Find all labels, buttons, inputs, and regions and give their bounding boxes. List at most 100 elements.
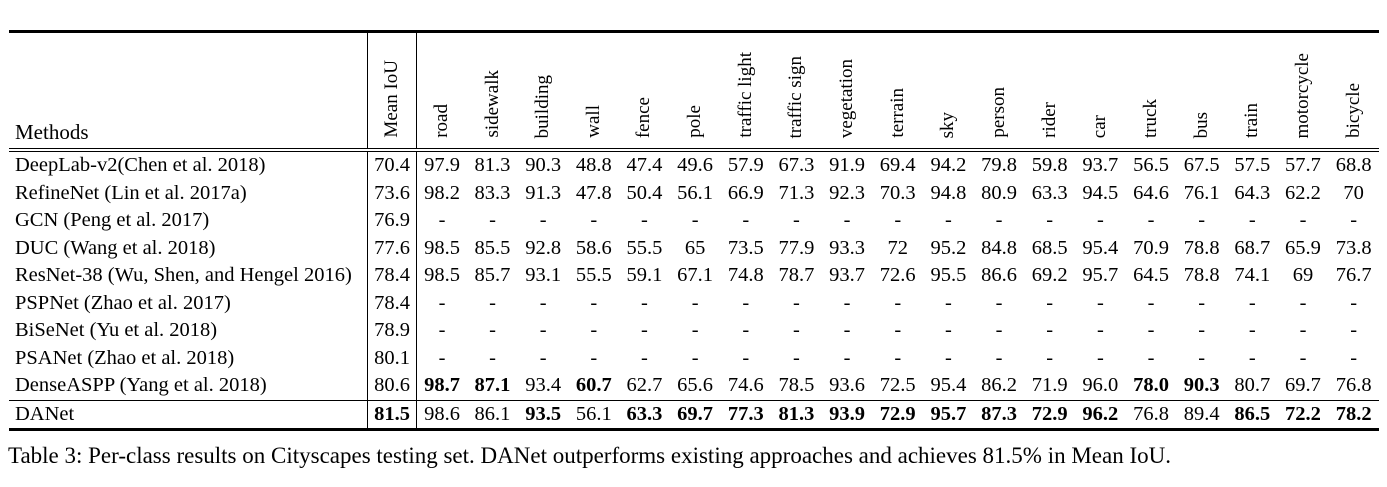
col-header-road: road: [417, 32, 468, 151]
cell-vegetation: -: [843, 346, 851, 369]
cell-vegetation: -: [843, 209, 851, 231]
cell-bus: 78.8: [1183, 264, 1220, 286]
cell-motorcycle: 69.7: [1285, 374, 1321, 396]
col-header-label: truck: [1140, 98, 1162, 138]
cell-motorcycle: -: [1299, 319, 1307, 341]
mean-iou-value: 73.6: [367, 179, 417, 207]
cell-person: 80.9: [981, 181, 1017, 204]
cell-bus: -: [1198, 291, 1206, 314]
method-name: RefineNet (Lin et al. 2017a): [15, 181, 247, 204]
cell-traffic-sign: 77.9: [778, 236, 815, 259]
cell-sidewalk: 81.3: [474, 154, 511, 176]
col-header-car: car: [1075, 32, 1126, 151]
col-header-person: person: [974, 32, 1025, 151]
cell-train: -: [1248, 346, 1256, 369]
mean-iou-value: 77.6: [367, 234, 417, 262]
col-header-building: building: [518, 32, 569, 151]
cell-rider: -: [1046, 209, 1054, 231]
cell-train: 68.7: [1234, 236, 1271, 259]
col-header-label: sky: [937, 111, 959, 138]
col-header-label: traffic light: [734, 52, 756, 138]
cell-road: 98.5: [424, 264, 461, 286]
cell-terrain: -: [894, 291, 902, 314]
method-name: BiSeNet (Yu et al. 2018): [15, 319, 218, 341]
cell-traffic-sign: -: [793, 209, 800, 231]
mean-iou-value: 78.4: [367, 289, 417, 317]
col-header-label: sidewalk: [481, 70, 503, 138]
cell-sky: 95.4: [930, 374, 967, 396]
table-caption: Table 3: Per-class results on Cityscapes…: [8, 443, 1171, 468]
cell-terrain: -: [894, 209, 902, 231]
col-header-label: motorcycle: [1292, 52, 1314, 138]
cell-pole: 69.7: [677, 402, 714, 425]
cell-motorcycle: 72.2: [1285, 402, 1321, 425]
cell-bus: -: [1198, 346, 1206, 369]
cell-fence: 62.7: [626, 374, 663, 396]
cell-traffic-light: -: [742, 319, 750, 341]
col-header-label: building: [532, 74, 554, 138]
cell-bicycle: -: [1350, 346, 1358, 369]
cell-sky: -: [944, 291, 952, 314]
cell-truck: 56.5: [1133, 154, 1169, 176]
cell-terrain: 72: [887, 236, 908, 259]
col-header-wall: wall: [568, 32, 619, 151]
cell-traffic-light: -: [742, 346, 750, 369]
cell-bicycle: 68.8: [1335, 154, 1372, 176]
cell-bus: 67.5: [1183, 154, 1220, 176]
per-class-results-table: Methods Mean IoU road sidewalk building wall…: [9, 30, 1379, 431]
cell-rider: -: [1046, 291, 1054, 314]
cell-person: -: [995, 291, 1003, 314]
cell-terrain: 72.6: [879, 264, 916, 286]
cell-fence: 50.4: [626, 181, 663, 204]
cell-wall: -: [590, 291, 598, 314]
cell-bicycle: -: [1350, 291, 1358, 314]
cell-traffic-sign: -: [793, 291, 800, 314]
table-row-gcn: GCN (Peng et al. 2017) 76.9- - - - - - - - - - - - - -…: [9, 207, 1379, 235]
cell-road: 97.9: [424, 154, 461, 176]
method-name: DUC (Wang et al. 2018): [15, 236, 216, 259]
cell-car: 96.2: [1082, 402, 1119, 425]
cell-motorcycle: -: [1299, 346, 1307, 369]
cell-car: -: [1096, 319, 1104, 341]
cell-building: -: [539, 291, 547, 314]
cell-building: -: [539, 319, 547, 341]
cell-pole: 56.1: [677, 181, 714, 204]
cell-motorcycle: 69: [1292, 264, 1314, 286]
cell-traffic-sign: -: [793, 319, 800, 341]
col-header-label: terrain: [886, 88, 908, 138]
method-name: DenseASPP (Yang et al. 2018): [15, 374, 267, 396]
cell-car: -: [1096, 291, 1104, 314]
cell-bicycle: 70: [1343, 181, 1364, 204]
col-header-traffic-light: traffic light: [720, 32, 771, 151]
cell-bus: -: [1198, 319, 1206, 341]
cell-sky: 94.2: [930, 154, 967, 176]
col-header-label: traffic sign: [785, 55, 807, 139]
cell-sky: 95.5: [930, 264, 967, 286]
cell-person: -: [995, 209, 1003, 231]
col-header-label: person: [988, 87, 1010, 138]
col-header-label: train: [1241, 103, 1263, 138]
cell-road: 98.5: [424, 236, 461, 259]
cell-train: 74.1: [1234, 264, 1271, 286]
cell-sidewalk: 87.1: [474, 374, 511, 396]
cell-pole: -: [691, 291, 699, 314]
cell-train: -: [1248, 291, 1256, 314]
cell-fence: 55.5: [626, 236, 663, 259]
cell-sidewalk: 85.5: [474, 236, 511, 259]
method-name: PSANet (Zhao et al. 2018): [15, 346, 235, 369]
cell-car: 95.4: [1082, 236, 1119, 259]
cell-sky: -: [944, 209, 952, 231]
cell-person: 86.2: [981, 374, 1017, 396]
mean-iou-value: 80.6: [367, 372, 417, 400]
cell-vegetation: 93.9: [829, 402, 866, 425]
cell-train: 80.7: [1234, 374, 1271, 396]
cell-building: 90.3: [525, 154, 562, 176]
cell-pole: 49.6: [677, 154, 714, 176]
col-header-label: road: [431, 104, 453, 138]
cell-terrain: 72.9: [879, 402, 916, 425]
cell-car: 95.7: [1082, 264, 1119, 286]
cell-car: 96.0: [1082, 374, 1119, 396]
cell-sidewalk: 85.7: [474, 264, 511, 286]
cell-traffic-light: 73.5: [727, 236, 764, 259]
cell-truck: 70.9: [1133, 236, 1169, 259]
